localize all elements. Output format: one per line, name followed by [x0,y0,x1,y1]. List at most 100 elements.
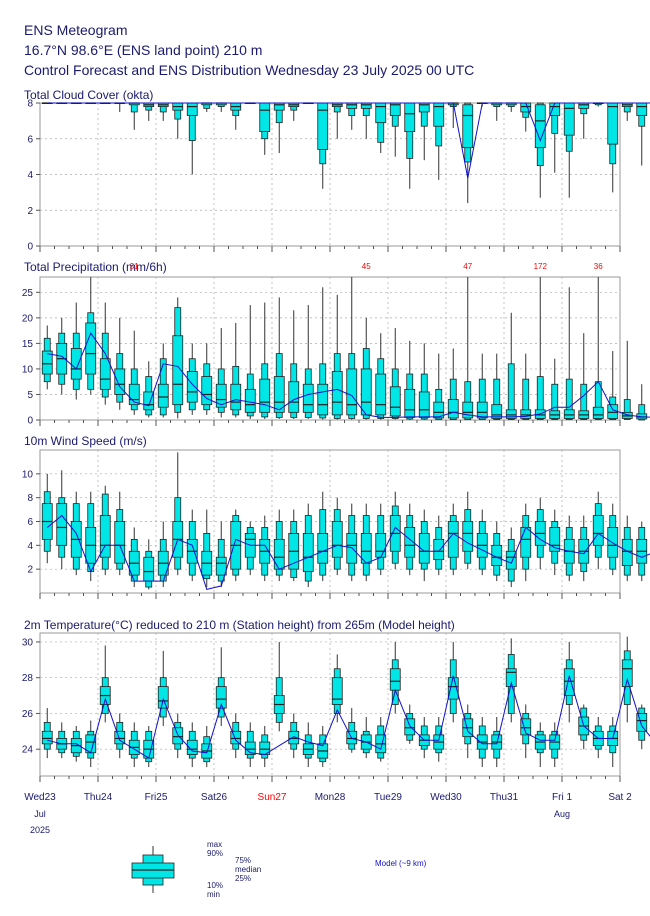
inner-box [462,401,474,419]
box-mark [259,302,271,419]
inner-box [636,713,648,732]
x-axis-labels: Wed23 Jul 2025 Thu24 Fri25 Sat26 Sun27 Mon28 Tue… [24,792,632,835]
outlier-label: 47 [463,262,472,271]
box-mark [534,277,546,420]
outer-box [623,399,631,420]
box-mark [563,287,575,420]
box-mark [476,717,488,768]
box-mark [85,277,97,395]
inner-box [520,409,532,419]
panel-title: 10m Wind Speed (m/s) [24,434,147,448]
inner-box [215,383,227,408]
box-mark [346,102,358,130]
box-mark [360,717,372,759]
box-mark [375,717,387,762]
y-tick-label: 10 [22,469,34,480]
box-mark [317,725,329,768]
box-mark [172,713,184,759]
inner-box [99,515,111,558]
box-mark [621,340,633,420]
box-mark [418,509,430,582]
inner-box [186,739,198,755]
panel-title: Total Precipitation (mm/6h) [24,260,167,274]
inner-box [607,102,619,145]
inner-box [433,401,445,419]
box-mark [389,328,401,420]
inner-box [360,368,372,416]
box-mark [592,277,604,420]
x-tick-label: Wed30 [430,792,462,803]
chart-location: 16.7°N 98.6°E (ENS land point) 210 m [24,42,263,58]
inner-box [607,404,619,419]
box-mark [56,470,68,570]
box-mark [128,527,140,588]
y-tick-label: 6 [27,517,33,528]
box-mark [491,353,503,420]
inner-box [230,730,242,745]
control-line [46,514,650,590]
panel-1: Total Cloud Cover (okta) 0 2 4 6 8 [24,88,650,253]
inner-box [621,659,633,688]
y-tick-label: 20 [22,313,34,324]
box-mark [128,102,140,130]
legend-label-p90: 90% [207,849,223,858]
box-mark [56,722,68,759]
inner-box [375,373,387,416]
box-mark [636,521,648,582]
box-mark [157,102,169,121]
box-mark [302,722,314,768]
box-mark [273,297,285,419]
box-mark [389,641,401,714]
inner-box [302,533,314,572]
box-mark [404,704,416,744]
box-mark [534,102,546,198]
inner-box [317,383,329,416]
box-mark [462,102,474,204]
legend-label-max: max [207,840,222,849]
box-mark [505,312,517,420]
box-mark [491,102,503,121]
y-tick-label: 4 [27,541,33,552]
inner-box [288,381,300,413]
box-mark [476,509,488,576]
inner-box [447,399,459,419]
y-tick-label: 5 [27,390,33,401]
box-mark [302,503,314,588]
box-mark [346,277,358,420]
outer-box [565,378,573,420]
y-tick-label: 2 [27,206,33,217]
box-mark [549,509,561,576]
y-tick-label: 0 [27,242,33,253]
box-mark [143,102,155,121]
box-mark [433,353,445,420]
inner-box [114,368,126,395]
box-mark [201,102,213,112]
box-mark [636,704,648,750]
box-mark [563,515,575,582]
outlier-label: 172 [534,262,548,271]
box-mark [505,527,517,588]
inner-box [491,404,503,419]
box-mark [128,722,140,768]
box-mark [172,102,184,139]
outlier-label: 45 [362,262,371,271]
box-mark [418,102,430,161]
inner-box [331,677,343,705]
box-mark [462,491,474,570]
x-tick-label: Thu24 [84,792,113,803]
box-mark [607,503,619,576]
box-mark [259,515,271,582]
box-mark [244,305,256,419]
inner-box [404,388,416,418]
chart-title: ENS Meteogram [24,22,128,38]
inner-box [128,383,140,406]
box-mark [114,491,126,576]
inner-box [389,386,401,417]
y-tick-label: 8 [27,99,33,110]
inner-box [418,533,430,564]
box-mark [505,638,517,723]
inner-box [360,102,372,109]
box-mark [143,361,155,418]
inner-box [172,335,184,406]
inner-box [201,376,213,406]
